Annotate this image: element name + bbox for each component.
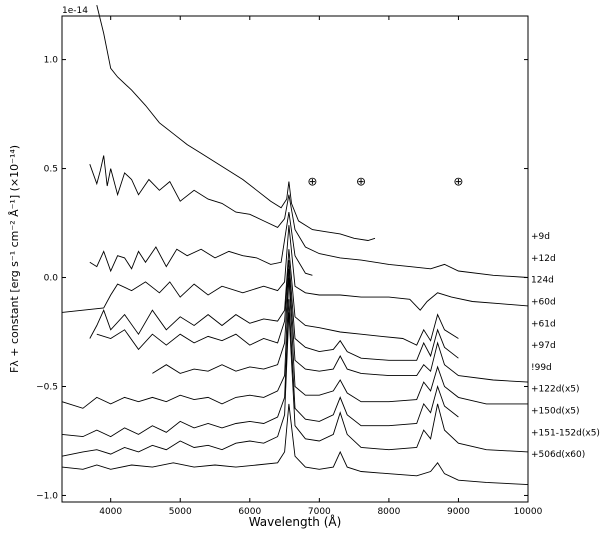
spectrum-line — [61, 277, 528, 409]
series-labels: +9d +12d 124d +60d +61d +97d !99d +122d(x5) +150… — [531, 232, 600, 460]
spectrum-line — [96, 4, 376, 241]
spectrum-line — [89, 155, 529, 278]
series-lines — [61, 4, 529, 486]
telluric-symbol: ⊕ — [356, 175, 366, 189]
y-tick-label: −0.5 — [36, 382, 58, 392]
x-tick-label: 5000 — [169, 507, 192, 517]
series-label: !99d — [531, 363, 552, 373]
spectrum-line — [61, 299, 459, 438]
offset-label: 1e-14 — [62, 6, 88, 16]
x-tick-label: 6000 — [238, 507, 261, 517]
spectrum-line — [61, 312, 529, 457]
spectrum-line — [89, 249, 459, 346]
spectrum-line — [61, 403, 529, 486]
telluric-symbol: ⊕ — [307, 175, 317, 189]
x-tick-label: 8000 — [377, 507, 400, 517]
y-tick-label: 0.5 — [44, 165, 58, 175]
series-label: +61d — [531, 319, 556, 329]
series-label: +12d — [531, 254, 556, 264]
spectrum-line — [89, 212, 313, 276]
y-tick-label: 0.0 — [44, 274, 59, 284]
x-axis-label: Wavelength (Å) — [249, 514, 342, 529]
plot-frame — [61, 15, 529, 503]
series-label: +60d — [531, 297, 556, 307]
y-axis-label: Fλ + constant [erg s⁻¹ cm⁻² Å⁻¹] (×10⁻¹⁴… — [8, 145, 21, 373]
y-tick-label: −1.0 — [36, 491, 58, 501]
series-label: +122d(x5) — [531, 385, 580, 395]
x-ticks: 4000 5000 6000 7000 8000 9000 10000 — [99, 16, 543, 517]
series-label: +506d(x60) — [531, 450, 585, 460]
y-ticks: −1.0 −0.5 0.0 0.5 1.0 — [36, 56, 528, 501]
telluric-marks: ⊕ ⊕ ⊕ — [307, 175, 463, 189]
spectrum-line — [96, 260, 459, 361]
y-tick-label: 1.0 — [44, 56, 59, 66]
series-label: +9d — [531, 232, 550, 242]
x-tick-label: 9000 — [447, 507, 470, 517]
series-label: +151-152d(x5) — [531, 428, 600, 438]
spectrum-line — [152, 268, 529, 383]
telluric-symbol: ⊕ — [453, 175, 463, 189]
series-label: +150d(x5) — [531, 406, 580, 416]
series-label: +97d — [531, 341, 556, 351]
series-label: 124d — [531, 276, 554, 286]
x-tick-label: 10000 — [514, 507, 543, 517]
x-tick-label: 7000 — [308, 507, 331, 517]
x-tick-label: 4000 — [99, 507, 122, 517]
spectrum-line — [61, 225, 529, 313]
